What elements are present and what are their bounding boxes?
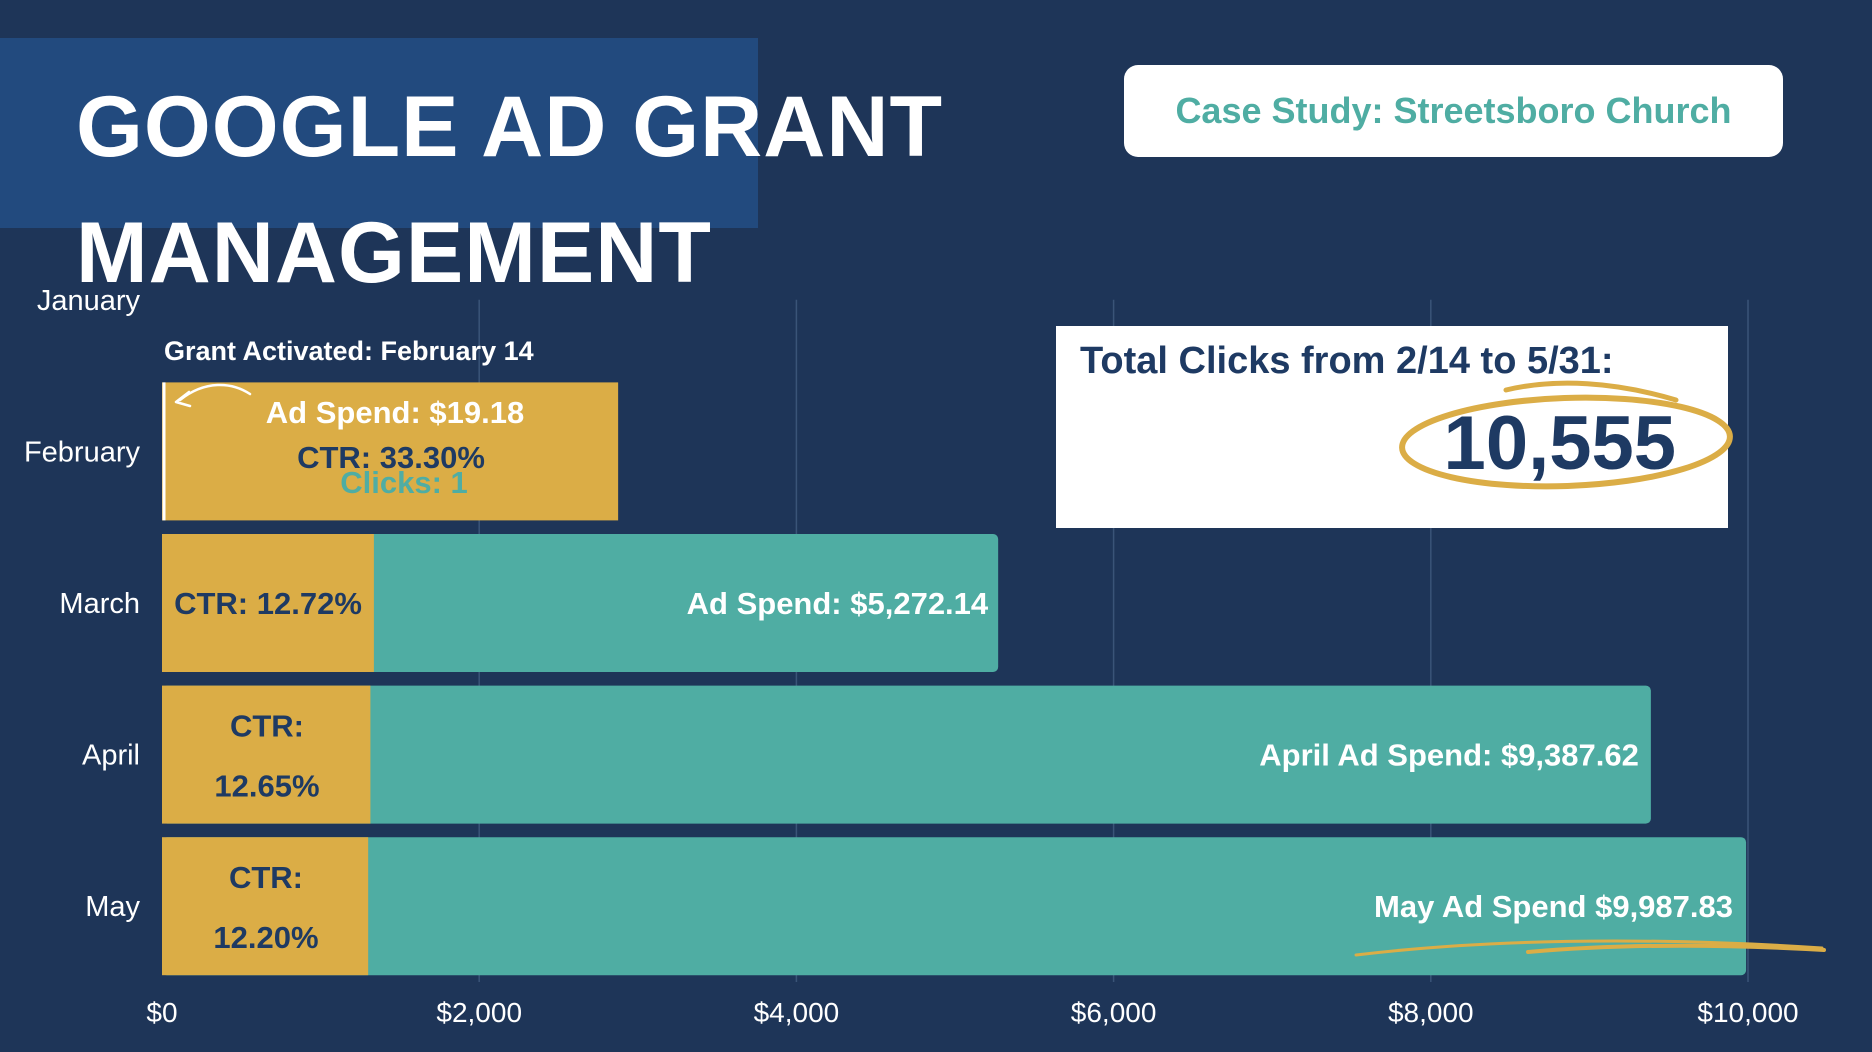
x-tick-label: $0 bbox=[146, 997, 177, 1028]
april-ctr-value: 12.65% bbox=[214, 769, 319, 804]
ctr-bar bbox=[162, 685, 371, 824]
ctr-bar bbox=[162, 534, 374, 672]
x-tick-label: $8,000 bbox=[1388, 997, 1474, 1028]
total-clicks-card: Total Clicks from 2/14 to 5/31: 10,555 bbox=[1056, 326, 1733, 528]
x-tick-label: $2,000 bbox=[436, 997, 522, 1028]
may-ad-spend-label: May Ad Spend $9,987.83 bbox=[1374, 889, 1733, 924]
title-line-1: GOOGLE AD GRANT bbox=[76, 79, 944, 175]
ad-spend-bar bbox=[162, 837, 1747, 976]
grant-activated-label: Grant Activated: February 14 bbox=[164, 336, 534, 366]
underline-stroke-2 bbox=[1526, 943, 1826, 954]
x-tick-label: $4,000 bbox=[754, 997, 840, 1028]
total-clicks-label: Total Clicks from 2/14 to 5/31: bbox=[1080, 340, 1614, 382]
x-tick-label: $6,000 bbox=[1071, 997, 1157, 1028]
x-tick-label: $10,000 bbox=[1697, 997, 1798, 1028]
underline-stroke bbox=[1354, 939, 1824, 957]
april-ctr-label: CTR: bbox=[230, 709, 304, 744]
title-band bbox=[0, 38, 758, 228]
category-label: January bbox=[37, 285, 141, 317]
title-line-2: MANAGEMENT bbox=[76, 205, 712, 301]
april-ad-spend-label: April Ad Spend: $9,387.62 bbox=[1259, 738, 1639, 773]
category-label: March bbox=[59, 588, 140, 620]
march-ctr-label: CTR: 12.72% bbox=[174, 586, 362, 621]
february-ctr-label: CTR: 33.30% bbox=[297, 440, 485, 475]
february-ad-spend-label: Ad Spend: $19.18 bbox=[266, 395, 524, 430]
category-label: February bbox=[24, 436, 141, 468]
total-clicks-value: 10,555 bbox=[1443, 401, 1676, 486]
case-study-label: Case Study: Streetsboro Church bbox=[1175, 90, 1732, 131]
march-ad-spend-label: Ad Spend: $5,272.14 bbox=[687, 586, 989, 621]
ctr-bar bbox=[162, 382, 619, 521]
may-ctr-label: CTR: bbox=[229, 860, 303, 895]
ad-spend-bar bbox=[162, 685, 1651, 824]
february-clicks-label: Clicks: 1 bbox=[340, 465, 468, 500]
case-study-badge: Case Study: Streetsboro Church bbox=[1124, 65, 1783, 157]
may-ctr-value: 12.20% bbox=[213, 920, 318, 955]
arrow-head-icon bbox=[174, 390, 192, 408]
circled-highlight bbox=[1399, 380, 1733, 490]
category-label: May bbox=[85, 891, 140, 923]
page-title: GOOGLE AD GRANT MANAGEMENT bbox=[76, 64, 943, 316]
ctr-bar bbox=[162, 837, 369, 976]
category-label: April bbox=[82, 740, 140, 772]
